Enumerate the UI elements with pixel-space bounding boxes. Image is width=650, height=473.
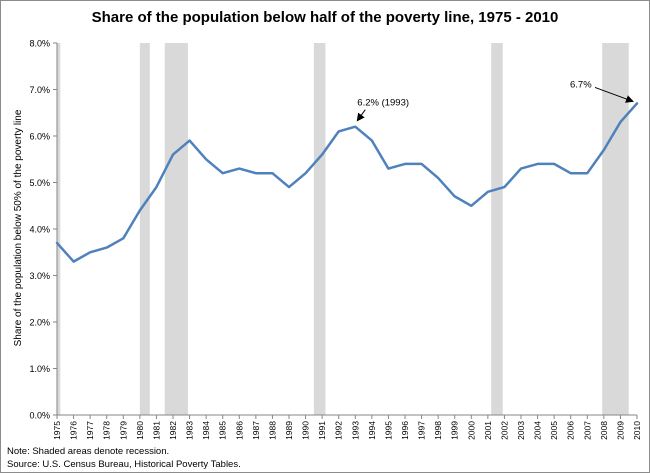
- x-tick-labels: 1975 1976 1977 1978 1979 1980 1981 1982 1983 1984…: [52, 415, 642, 440]
- y-tick-label: 0.0%: [29, 411, 50, 421]
- x-tick-label: 2007: [582, 421, 592, 440]
- annotation-label: 6.2% (1993): [357, 98, 409, 109]
- x-tick-label: 2006: [566, 421, 576, 440]
- x-tick-label: 2000: [466, 421, 476, 440]
- recession-band: [164, 43, 188, 415]
- x-tick-label: 2008: [599, 421, 609, 440]
- x-tick-label: 1978: [102, 421, 112, 440]
- x-tick-label: 1979: [118, 421, 128, 440]
- x-tick-label: 1982: [168, 421, 178, 440]
- x-tick-label: 1985: [218, 421, 228, 440]
- annotation-arrow: [594, 86, 634, 103]
- recession-band: [57, 43, 61, 415]
- y-tick-label: 1.0%: [29, 364, 50, 374]
- x-tick-label: 1994: [367, 421, 377, 440]
- series-line: [55, 102, 639, 263]
- annotation-label: 6.7%: [570, 79, 592, 90]
- y-tick-label: 6.0%: [29, 132, 50, 142]
- y-tick-label: 5.0%: [29, 178, 50, 188]
- source-note: Source: U.S. Census Bureau, Historical P…: [7, 459, 241, 470]
- y-axis-label: Share of the population below 50% of the…: [13, 109, 24, 346]
- x-tick-label: 2004: [533, 421, 543, 440]
- x-tick-label: 1980: [135, 421, 145, 440]
- x-tick-label: 1986: [234, 421, 244, 440]
- y-tick-label: 3.0%: [29, 271, 50, 281]
- chart-title: Share of the population below half of th…: [91, 9, 559, 26]
- recession-bands: [57, 43, 629, 415]
- y-tick-label: 8.0%: [29, 39, 50, 49]
- x-tick-label: 1984: [201, 421, 211, 440]
- x-tick-label: 1975: [52, 421, 62, 440]
- x-tick-label: 1998: [433, 421, 443, 440]
- x-tick-label: 1987: [251, 421, 261, 440]
- recession-band: [491, 43, 503, 415]
- annotation-arrow: [356, 109, 366, 122]
- x-tick-label: 2005: [549, 421, 559, 440]
- y-tick-label: 2.0%: [29, 318, 50, 328]
- y-tick-label: 4.0%: [29, 225, 50, 235]
- x-tick-label: 1993: [350, 421, 360, 440]
- x-tick-label: 2010: [632, 421, 642, 440]
- x-tick-label: 1988: [267, 421, 277, 440]
- series-line: [55, 102, 639, 263]
- x-tick-label: 1977: [85, 421, 95, 440]
- x-tick-label: 2002: [499, 421, 509, 440]
- annotations: 6.2% (1993) 6.7%: [356, 79, 634, 122]
- x-tick-label: 1995: [383, 421, 393, 440]
- recession-note: Note: Shaded areas denote recession.: [7, 446, 170, 457]
- x-tick-label: 1997: [417, 421, 427, 440]
- x-tick-label: 1976: [69, 421, 79, 440]
- x-tick-label: 1991: [317, 421, 327, 440]
- x-tick-label: 1992: [334, 421, 344, 440]
- recession-band: [313, 43, 326, 415]
- x-tick-label: 2001: [483, 421, 493, 440]
- recession-band: [602, 43, 629, 415]
- x-tick-label: 1999: [450, 421, 460, 440]
- y-tick-labels: 0.0% 1.0% 2.0% 3.0% 4.0% 5.0% 6.0% 7.0% 8.0%: [29, 39, 57, 421]
- x-tick-label: 1981: [151, 421, 161, 440]
- x-tick-label: 1989: [284, 421, 294, 440]
- recession-band: [139, 43, 150, 415]
- x-tick-label: 1990: [301, 421, 311, 440]
- x-tick-label: 1983: [185, 421, 195, 440]
- x-tick-label: 2009: [615, 421, 625, 440]
- x-tick-label: 1996: [400, 421, 410, 440]
- y-tick-label: 7.0%: [29, 85, 50, 95]
- x-tick-label: 2003: [516, 421, 526, 440]
